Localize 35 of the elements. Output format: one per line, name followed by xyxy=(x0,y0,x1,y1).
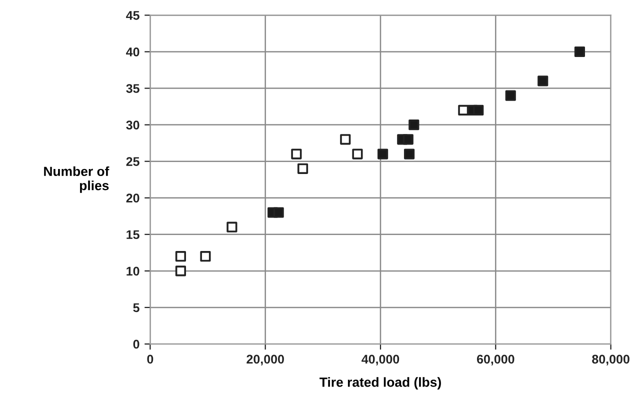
point xyxy=(404,148,415,160)
y-tick-label: 15 xyxy=(126,230,140,240)
y-tick-label: 0 xyxy=(133,340,140,349)
point xyxy=(175,251,186,262)
point xyxy=(200,251,211,262)
point xyxy=(402,134,414,145)
point xyxy=(574,46,586,58)
x-axis-title: Tire rated load (lbs) xyxy=(320,377,441,390)
x-tick-label: 80,000 xyxy=(592,354,630,366)
y-tick-label: 30 xyxy=(126,120,140,130)
x-tick-label: 0 xyxy=(147,354,154,364)
x-tick-label: 60,000 xyxy=(476,354,514,366)
y-tick-label: 35 xyxy=(126,84,140,93)
point xyxy=(458,104,469,116)
y-axis-title: Number of plies xyxy=(44,166,110,193)
y-tick-label: 5 xyxy=(133,303,140,312)
point xyxy=(297,163,308,174)
y-tick-label: 25 xyxy=(126,157,140,166)
y-tick-label: 10 xyxy=(126,266,140,276)
x-tick-label: 40,000 xyxy=(362,354,400,366)
point xyxy=(473,104,484,116)
point xyxy=(378,148,388,160)
point xyxy=(340,134,351,145)
x-tick-label: 20,000 xyxy=(246,354,284,366)
point xyxy=(408,120,420,130)
point xyxy=(175,266,186,276)
point xyxy=(273,207,284,218)
point xyxy=(291,148,302,160)
y-tick-label: 40 xyxy=(126,48,140,56)
point xyxy=(505,90,516,101)
point xyxy=(226,222,238,232)
y-tick-label: 20 xyxy=(126,194,140,203)
point xyxy=(352,148,363,160)
point xyxy=(538,76,548,86)
y-tick-label: 45 xyxy=(126,11,140,20)
